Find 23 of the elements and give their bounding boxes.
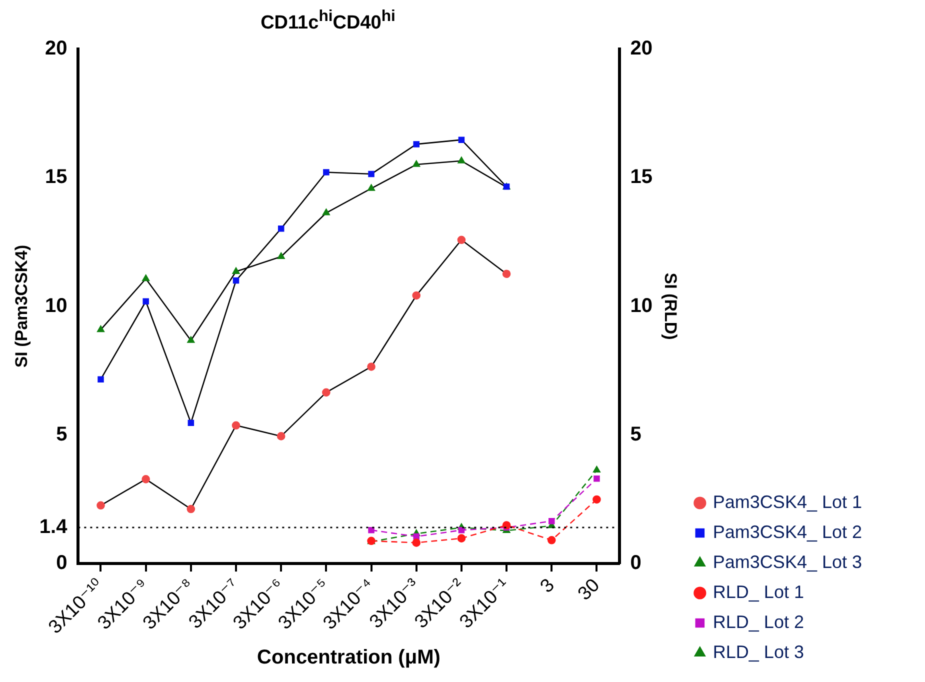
y2-tick-label: 20 (630, 38, 653, 60)
chart-title: CD11c$^{hi}$CD40$^{hi}$ (260, 8, 396, 34)
y2-tick-label: 5 (630, 424, 642, 446)
x-axis-title: Concentration (μM) (257, 646, 440, 669)
y-tick-label: 15 (44, 166, 68, 188)
y2-tick-label: 0 (630, 552, 642, 574)
x-tick-label: 30 (574, 575, 604, 606)
legend-label: Pam3CSK4_ Lot 1 (712, 492, 862, 512)
y-tick-label: 0 (56, 552, 68, 574)
y-tick-label: 5 (56, 424, 68, 446)
legend-label: RLD_ Lot 1 (712, 582, 804, 602)
legend-label: RLD_ Lot 2 (712, 612, 804, 632)
legend-label: Pam3CSK4_ Lot 2 (712, 522, 862, 542)
y-tick-label: 1.4 (39, 516, 68, 538)
y2-tick-label: 10 (630, 295, 653, 318)
legend-label: RLD_ Lot 3 (712, 642, 804, 662)
y-tick-label: 10 (44, 295, 68, 318)
x-tick-label: 3 (536, 575, 559, 598)
y2-axis-title: SI (RLD) (661, 273, 680, 340)
y-axis-title: SI (Pam3CSK4) (12, 245, 31, 368)
y2-tick-label: 15 (630, 166, 653, 188)
legend-label: Pam3CSK4_ Lot 3 (712, 552, 862, 572)
y-tick-label: 20 (44, 38, 68, 60)
